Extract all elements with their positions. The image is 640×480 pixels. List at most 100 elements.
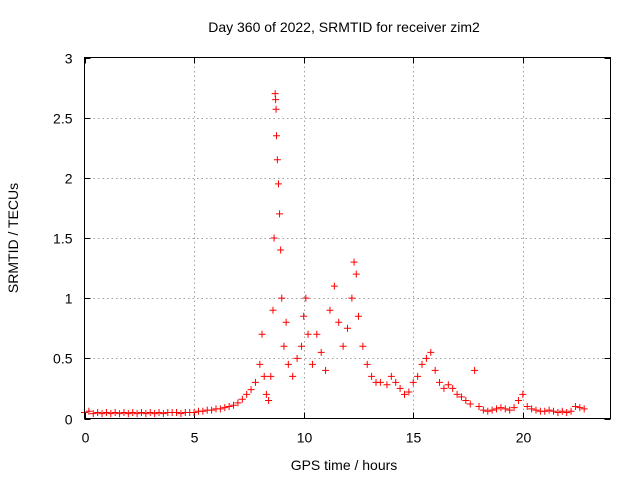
data-point xyxy=(422,354,430,362)
data-point xyxy=(276,210,284,218)
data-point xyxy=(409,378,417,386)
y-tick-label: 1 xyxy=(65,291,73,307)
data-point xyxy=(427,348,435,356)
data-point xyxy=(317,348,325,356)
data-point xyxy=(322,366,330,374)
data-point xyxy=(107,410,115,418)
data-point xyxy=(479,406,487,414)
data-point xyxy=(348,294,356,302)
data-point xyxy=(387,372,395,380)
data-point xyxy=(523,402,531,410)
data-point xyxy=(177,410,185,418)
data-point xyxy=(272,132,280,140)
data-point xyxy=(300,312,308,320)
data-point xyxy=(363,360,371,368)
data-point xyxy=(89,410,97,418)
data-point xyxy=(280,342,288,350)
data-point xyxy=(159,410,167,418)
data-point xyxy=(120,408,128,416)
data-point xyxy=(282,318,290,326)
data-point xyxy=(265,396,273,404)
data-point xyxy=(475,402,483,410)
data-point xyxy=(251,378,259,386)
data-point xyxy=(532,406,540,414)
data-point xyxy=(85,407,93,415)
data-point xyxy=(514,396,522,404)
data-point xyxy=(506,406,514,414)
data-point xyxy=(98,410,106,418)
data-point xyxy=(272,96,280,104)
data-point xyxy=(208,406,216,414)
data-point xyxy=(466,400,474,408)
y-axis-label: SRMTID / TECUs xyxy=(5,183,21,293)
data-point xyxy=(576,404,584,412)
data-point xyxy=(392,378,400,386)
y-tick-label: 2 xyxy=(65,171,73,187)
data-point xyxy=(271,90,279,98)
data-point xyxy=(267,372,275,380)
data-point xyxy=(376,378,384,386)
x-tick-labels: 0 5 10 15 20 xyxy=(82,430,532,446)
data-point xyxy=(190,408,198,416)
data-point xyxy=(344,324,351,332)
data-point xyxy=(304,330,312,338)
data-point xyxy=(199,407,207,415)
data-point xyxy=(124,410,132,418)
data-points xyxy=(81,90,588,418)
x-tick-label: 0 xyxy=(82,430,90,446)
data-point xyxy=(541,407,549,415)
data-point xyxy=(350,258,358,266)
data-point xyxy=(563,408,571,416)
data-point xyxy=(234,399,242,407)
data-point xyxy=(335,318,343,326)
data-point xyxy=(580,405,588,413)
data-point xyxy=(354,312,362,320)
data-point xyxy=(457,393,465,401)
data-point xyxy=(453,390,461,398)
data-point xyxy=(313,330,321,338)
data-point xyxy=(225,402,233,410)
data-point xyxy=(444,381,452,389)
x-tick-label: 5 xyxy=(191,430,199,446)
data-point xyxy=(302,294,310,302)
data-point xyxy=(270,234,278,242)
y-tick-label: 0.5 xyxy=(53,351,73,367)
data-point xyxy=(431,366,439,374)
data-point xyxy=(493,405,501,413)
axis-ticks xyxy=(84,57,611,420)
data-point xyxy=(554,408,562,416)
x-tick-label: 15 xyxy=(406,430,422,446)
data-point xyxy=(484,407,492,415)
plot-frame xyxy=(84,57,611,419)
y-tick-label: 1.5 xyxy=(53,231,73,247)
data-point xyxy=(567,407,575,415)
data-point xyxy=(545,406,553,414)
data-point xyxy=(137,408,145,416)
data-point xyxy=(550,407,558,415)
data-point xyxy=(129,408,137,416)
data-point xyxy=(151,410,159,418)
data-point xyxy=(216,405,224,413)
data-point xyxy=(396,384,404,392)
data-point xyxy=(308,360,316,368)
x-axis-label: GPS time / hours xyxy=(291,457,398,473)
data-point xyxy=(269,306,277,314)
data-point xyxy=(230,401,238,409)
data-point xyxy=(94,408,102,416)
data-point xyxy=(497,404,505,412)
data-point xyxy=(339,342,347,350)
data-point xyxy=(116,410,124,418)
x-tick-label: 10 xyxy=(297,430,313,446)
data-point xyxy=(501,405,509,413)
data-point xyxy=(146,408,154,416)
data-point xyxy=(414,372,422,380)
data-point xyxy=(462,396,470,404)
data-point xyxy=(293,354,301,362)
data-point xyxy=(330,282,338,290)
data-point xyxy=(247,386,255,394)
data-point xyxy=(260,372,268,380)
data-point xyxy=(528,405,536,413)
data-point xyxy=(436,378,444,386)
data-point xyxy=(262,390,270,398)
